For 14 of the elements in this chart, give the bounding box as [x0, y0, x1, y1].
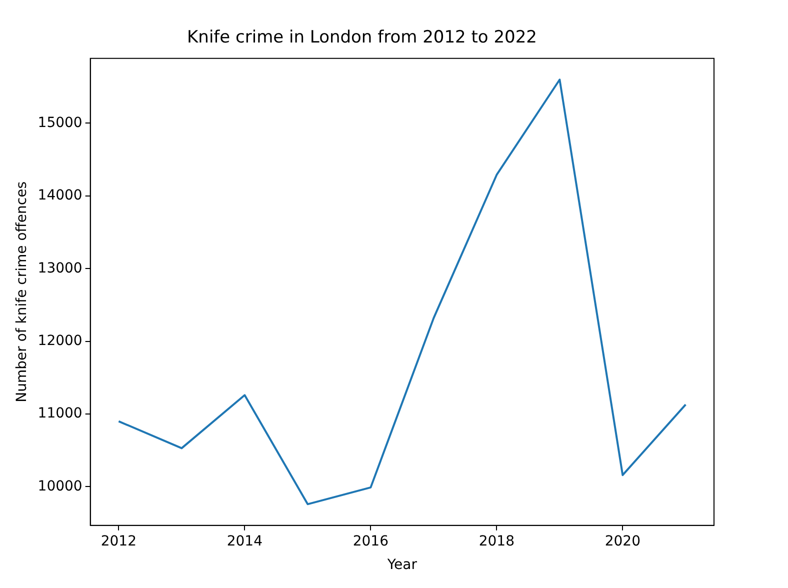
x-tick-label: 2016: [352, 533, 389, 550]
x-tick-label: 2012: [100, 533, 137, 550]
x-tick-label: 2020: [604, 533, 640, 550]
y-tick-label: 14000: [38, 188, 82, 204]
x-tick-label: 2018: [478, 533, 514, 550]
y-tick-label: 12000: [38, 332, 82, 349]
y-tick-label: 11000: [38, 406, 82, 422]
y-tick-label: 15000: [38, 114, 82, 131]
chart-title: Knife crime in London from 2012 to 2022: [187, 28, 537, 48]
y-tick-label: 10000: [38, 478, 82, 494]
x-tick-label: 2014: [226, 533, 263, 550]
y-axis-title: Number of knife crime offences: [14, 181, 30, 402]
x-axis-title: Year: [386, 557, 418, 574]
y-tick-label: 13000: [38, 260, 82, 276]
